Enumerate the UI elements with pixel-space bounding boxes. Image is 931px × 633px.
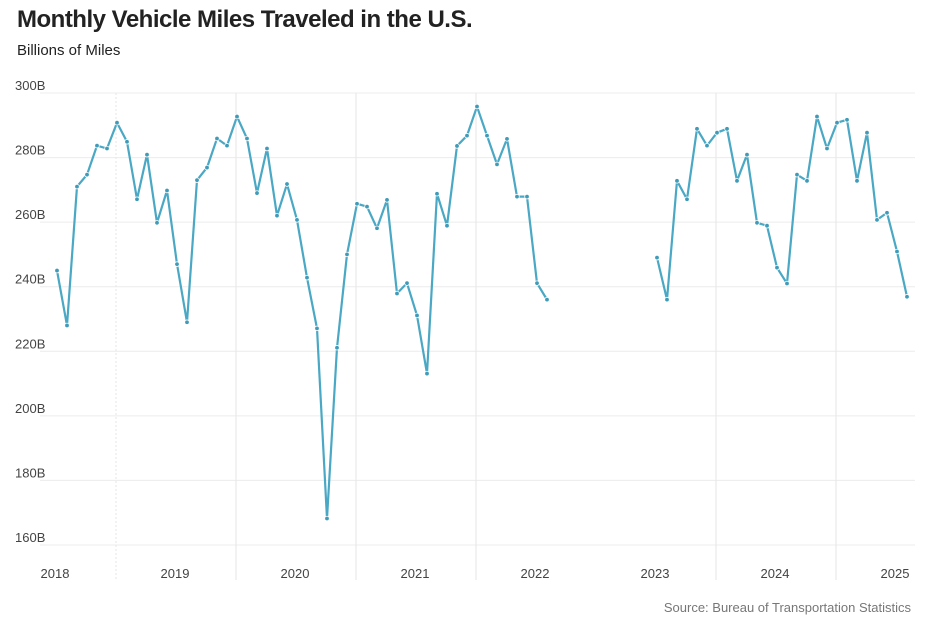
data-point: [444, 222, 450, 229]
data-point: [304, 274, 310, 281]
data-point: [534, 280, 540, 286]
data-point: [854, 178, 860, 184]
data-point: [454, 143, 460, 149]
data-point: [264, 145, 270, 152]
data-point: [464, 132, 470, 139]
data-point: [174, 261, 180, 267]
data-point: [354, 201, 360, 207]
data-point: [864, 130, 870, 136]
data-point: [124, 139, 130, 145]
x-tick-label: 2020: [281, 566, 310, 581]
series-line: [55, 105, 548, 520]
data-point: [344, 251, 350, 258]
data-point: [664, 296, 670, 303]
data-point: [884, 210, 890, 216]
data-point: [414, 312, 420, 319]
data-point: [794, 171, 800, 178]
data-point: [134, 196, 140, 202]
data-point: [154, 220, 160, 226]
data-point: [204, 164, 210, 171]
data-point: [404, 280, 410, 286]
data-point: [684, 196, 690, 202]
series-line: [655, 115, 909, 301]
data-point: [874, 217, 880, 223]
data-point: [894, 248, 900, 255]
data-point: [734, 178, 740, 184]
data-point: [544, 296, 550, 303]
data-point: [774, 264, 780, 271]
y-tick-label: 180B: [15, 465, 45, 480]
x-tick-label: 2018: [41, 566, 70, 581]
data-point: [324, 515, 330, 522]
data-point: [254, 190, 260, 196]
data-point: [224, 142, 230, 149]
data-point: [184, 319, 190, 325]
chart-title: Monthly Vehicle Miles Traveled in the U.…: [17, 6, 473, 33]
y-tick-label: 220B: [15, 336, 45, 351]
data-point: [144, 151, 150, 158]
data-point: [514, 193, 520, 200]
data-point: [904, 294, 910, 300]
data-point: [694, 126, 700, 132]
data-point: [424, 370, 430, 377]
x-tick-label: 2021: [401, 566, 430, 581]
data-point: [194, 177, 200, 183]
data-point: [114, 120, 120, 126]
x-tick-label: 2025: [881, 566, 910, 581]
data-point: [494, 161, 500, 168]
source-note: Source: Bureau of Transportation Statist…: [663, 600, 911, 615]
data-point: [744, 151, 750, 158]
data-point: [814, 113, 820, 120]
data-point: [374, 225, 380, 231]
data-point: [394, 290, 400, 297]
chart-subtitle: Billions of Miles: [17, 42, 121, 59]
data-point: [704, 142, 710, 149]
x-tick-label: 2022: [521, 566, 550, 581]
y-tick-label: 200B: [15, 401, 45, 416]
data-point: [724, 126, 730, 132]
data-point: [804, 178, 810, 184]
data-point: [294, 217, 300, 223]
data-point: [714, 130, 720, 136]
data-point: [104, 145, 110, 152]
x-tick-label: 2024: [761, 566, 790, 581]
data-point: [54, 267, 60, 274]
data-point: [94, 142, 100, 149]
data-point: [274, 212, 280, 219]
data-point: [244, 135, 250, 142]
data-point: [674, 178, 680, 184]
data-point: [364, 203, 370, 210]
data-point: [214, 135, 220, 142]
y-tick-label: 300B: [15, 78, 45, 93]
data-point: [434, 191, 440, 197]
data-point: [754, 220, 760, 226]
data-point: [314, 325, 320, 332]
y-tick-label: 280B: [15, 143, 45, 158]
data-point: [504, 136, 510, 142]
data-point: [654, 254, 660, 261]
data-point: [84, 171, 90, 178]
data-point: [234, 113, 240, 120]
data-point: [164, 187, 170, 194]
x-tick-label: 2019: [161, 566, 190, 581]
y-tick-label: 240B: [15, 272, 45, 287]
data-point: [844, 117, 850, 123]
data-point: [524, 193, 530, 200]
y-tick-label: 260B: [15, 207, 45, 222]
data-point: [334, 345, 340, 351]
data-point: [474, 103, 480, 110]
data-point: [74, 183, 80, 190]
data-point: [784, 280, 790, 287]
data-point: [64, 322, 70, 329]
data-point: [764, 222, 770, 229]
data-point: [284, 181, 290, 187]
y-tick-label: 160B: [15, 530, 45, 545]
data-point: [484, 132, 490, 139]
data-point: [824, 145, 830, 152]
data-point: [384, 197, 390, 203]
data-point: [834, 120, 840, 126]
x-tick-label: 2023: [641, 566, 670, 581]
